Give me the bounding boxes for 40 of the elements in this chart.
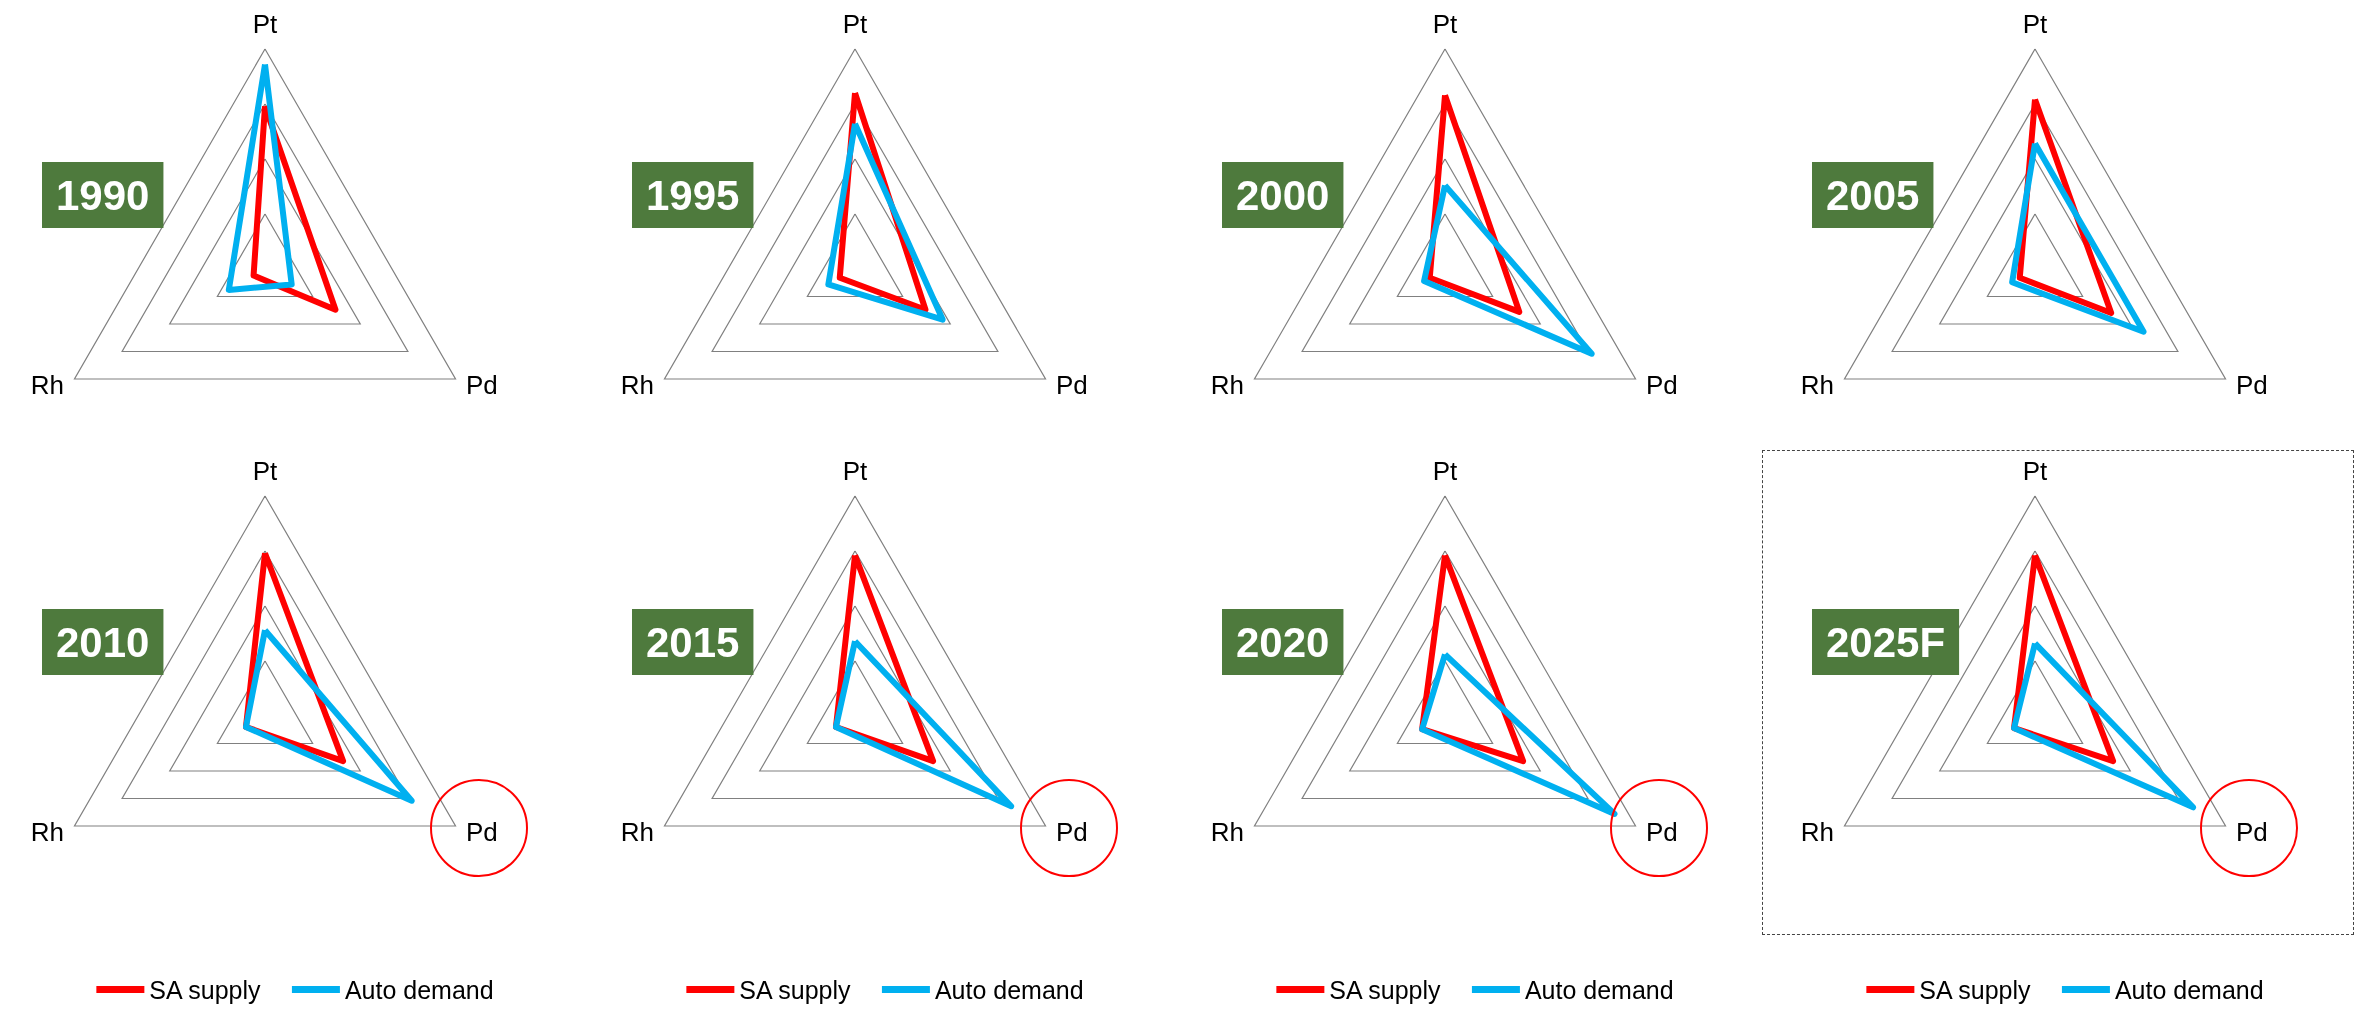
legend-label: SA supply: [739, 975, 852, 1004]
spoke-label: Pd: [1055, 370, 1088, 400]
spoke-label: Pd: [1055, 817, 1088, 847]
spoke-label: Pd: [1645, 817, 1678, 847]
text: 2015: [646, 618, 740, 666]
text: 2000: [1236, 171, 1330, 219]
text: 1995: [646, 171, 740, 219]
spoke-label: Pd: [2235, 370, 2268, 400]
spoke-label: Pt: [2022, 9, 2049, 39]
legend-label: SA supply: [1329, 975, 1442, 1004]
spoke-label: Pd: [465, 370, 498, 400]
spoke-label: Pt: [252, 9, 279, 39]
spoke-label: Pt: [842, 9, 869, 39]
spoke-label: Rh: [1800, 817, 1835, 847]
text: 2005: [1826, 171, 1920, 219]
spoke-label: Pt: [842, 456, 869, 486]
spoke-label: Pd: [1645, 370, 1678, 400]
spoke-label: Rh: [620, 817, 655, 847]
legend-label: Auto demand: [934, 975, 1084, 1004]
spoke-label: Pt: [1432, 9, 1459, 39]
spoke-label: Rh: [1210, 370, 1245, 400]
text: 2010: [56, 618, 150, 666]
text: 2020: [1236, 618, 1330, 666]
spoke-label: Rh: [620, 370, 655, 400]
legend-label: Auto demand: [2114, 975, 2264, 1004]
spoke-label: Rh: [30, 817, 65, 847]
text: 2025F: [1826, 618, 1946, 666]
text: 1990: [56, 171, 150, 219]
spoke-label: Pd: [2235, 817, 2268, 847]
spoke-label: Pd: [465, 817, 498, 847]
spoke-label: Rh: [1800, 370, 1835, 400]
spoke-label: Pt: [2022, 456, 2049, 486]
legend-label: Auto demand: [344, 975, 494, 1004]
spoke-label: Pt: [1432, 456, 1459, 486]
legend-label: Auto demand: [1524, 975, 1674, 1004]
spoke-label: Rh: [1210, 817, 1245, 847]
legend-label: SA supply: [149, 975, 262, 1004]
spoke-label: Rh: [30, 370, 65, 400]
spoke-label: Pt: [252, 456, 279, 486]
legend-label: SA supply: [1919, 975, 2032, 1004]
